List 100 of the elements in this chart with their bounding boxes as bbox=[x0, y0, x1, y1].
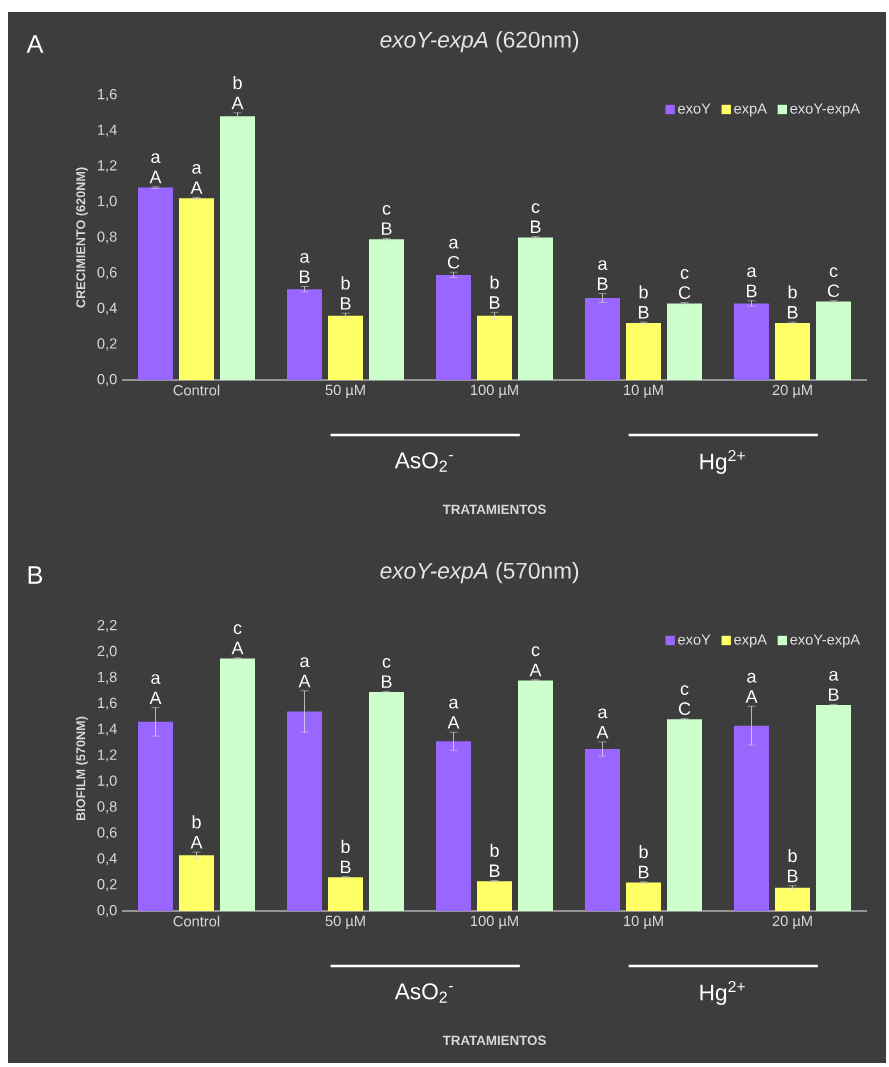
annotation: A bbox=[447, 716, 460, 729]
annotation: C bbox=[678, 286, 691, 299]
y-tick-label: 0,6 bbox=[97, 827, 117, 840]
x-tick-label: Control bbox=[173, 384, 220, 396]
legend-label: exoY-expA bbox=[790, 103, 861, 117]
annotation: a bbox=[151, 674, 161, 684]
y-tick-label: 1,6 bbox=[98, 697, 117, 710]
y-tick-label: 1,2 bbox=[98, 749, 117, 762]
y-tick-label: 0,4 bbox=[97, 853, 117, 866]
annotation: B bbox=[787, 869, 798, 883]
annotation: A bbox=[231, 96, 244, 110]
text: AsO$_{2}$- bbox=[394, 983, 453, 1003]
annotation: A bbox=[298, 674, 311, 688]
x-tick-label: 20 µM bbox=[772, 915, 812, 929]
annotation: c bbox=[680, 269, 689, 279]
text: Hg$^{2+}$ bbox=[700, 980, 745, 1006]
annotation: c bbox=[680, 685, 689, 696]
y-tick-label: 1,4 bbox=[98, 723, 117, 736]
annotation: b bbox=[341, 276, 350, 290]
y-tick-label: 1,2 bbox=[98, 160, 117, 173]
y-tick-label: 0,8 bbox=[97, 801, 117, 814]
annotation: A bbox=[596, 725, 609, 739]
annotation: B bbox=[530, 220, 541, 233]
annotation: B bbox=[597, 277, 608, 290]
y-axis-title: BIOFILM (570NM) bbox=[75, 716, 88, 821]
annotation: c bbox=[382, 657, 391, 668]
annotation: B bbox=[489, 864, 500, 877]
y-tick-label: 0,6 bbox=[97, 267, 117, 280]
chart-title: exoY-expA (570nm) bbox=[380, 562, 579, 584]
annotation: a bbox=[747, 267, 757, 278]
legend-label: exoY-expA bbox=[790, 634, 861, 648]
x-tick-label: 20 µM bbox=[772, 384, 812, 398]
annotation: C bbox=[827, 284, 840, 298]
annotation: c bbox=[233, 624, 242, 635]
annotation: b bbox=[490, 843, 499, 857]
x-tick-label: 10 µM bbox=[624, 915, 663, 929]
annotation: b bbox=[639, 285, 648, 299]
annotation: B bbox=[299, 270, 310, 283]
annotation: a bbox=[151, 153, 161, 164]
annotation: a bbox=[829, 670, 839, 681]
annotation: a bbox=[300, 253, 310, 263]
y-tick-label: 0,0 bbox=[97, 373, 117, 387]
x-tick-label: 100 µM bbox=[471, 915, 518, 929]
annotation: A bbox=[190, 836, 203, 849]
annotation: A bbox=[745, 690, 758, 703]
x-axis-title: TRATAMIENTOS bbox=[442, 504, 546, 515]
annotation: c bbox=[531, 203, 540, 213]
annotation: a bbox=[598, 708, 608, 719]
legend-label: exoY bbox=[678, 634, 711, 645]
annotation: a bbox=[300, 657, 310, 668]
legend-label: expA bbox=[734, 103, 767, 117]
annotation: B bbox=[638, 306, 649, 319]
x-axis-title: TRATAMIENTOS bbox=[442, 1035, 546, 1046]
x-tick-label: 100 µM bbox=[471, 384, 518, 398]
annotation: B bbox=[381, 675, 392, 688]
annotation: B bbox=[340, 297, 351, 310]
annotation: a bbox=[449, 238, 459, 249]
annotation: c bbox=[382, 204, 391, 215]
text: AsO$_{2}$- bbox=[394, 452, 453, 472]
x-tick-label: 10 µM bbox=[624, 384, 663, 398]
annotation: a bbox=[598, 260, 608, 270]
text: b bbox=[233, 75, 242, 90]
annotation: B bbox=[828, 688, 839, 701]
y-tick-label: 1,0 bbox=[98, 195, 117, 208]
annotation: B bbox=[746, 284, 757, 298]
y-axis-title: CRECIMIENTO (620NM) bbox=[75, 167, 88, 308]
annotation: b bbox=[788, 848, 797, 863]
text: B bbox=[28, 566, 43, 584]
annotation: B bbox=[787, 306, 798, 319]
annotation: A bbox=[231, 641, 244, 655]
annotation: c bbox=[829, 267, 838, 278]
annotation: c bbox=[531, 646, 540, 657]
y-tick-label: 0,2 bbox=[97, 338, 117, 351]
x-tick-label: Control bbox=[173, 915, 220, 927]
y-tick-label: 1,0 bbox=[98, 775, 117, 788]
y-tick-label: 1,8 bbox=[98, 671, 117, 684]
annotation: C bbox=[678, 702, 691, 716]
annotation: b bbox=[639, 845, 648, 859]
y-tick-label: 0,4 bbox=[97, 302, 117, 315]
annotation: A bbox=[149, 170, 162, 184]
annotation: b bbox=[341, 839, 350, 854]
chart-title: exoY-expA (620nm) bbox=[380, 31, 579, 53]
annotation: A bbox=[529, 663, 542, 677]
annotation: B bbox=[638, 865, 649, 879]
x-tick-label: 50 µM bbox=[325, 384, 365, 398]
annotation: a bbox=[449, 698, 459, 709]
y-tick-label: 2,2 bbox=[97, 619, 117, 633]
y-tick-label: 2,0 bbox=[97, 645, 117, 658]
annotation: a bbox=[747, 672, 757, 683]
y-tick-label: 0,8 bbox=[97, 231, 117, 244]
annotation: A bbox=[149, 691, 162, 705]
annotation: b bbox=[490, 275, 499, 289]
x-tick-label: 50 µM bbox=[325, 915, 365, 929]
y-tick-label: 0,0 bbox=[97, 904, 117, 918]
text: Hg$^{2+}$ bbox=[700, 449, 745, 475]
y-tick-label: 1,4 bbox=[98, 124, 117, 137]
annotation: b bbox=[788, 285, 797, 299]
annotation: B bbox=[340, 860, 351, 874]
annotation: B bbox=[489, 296, 500, 309]
y-tick-label: 0,2 bbox=[97, 879, 117, 892]
